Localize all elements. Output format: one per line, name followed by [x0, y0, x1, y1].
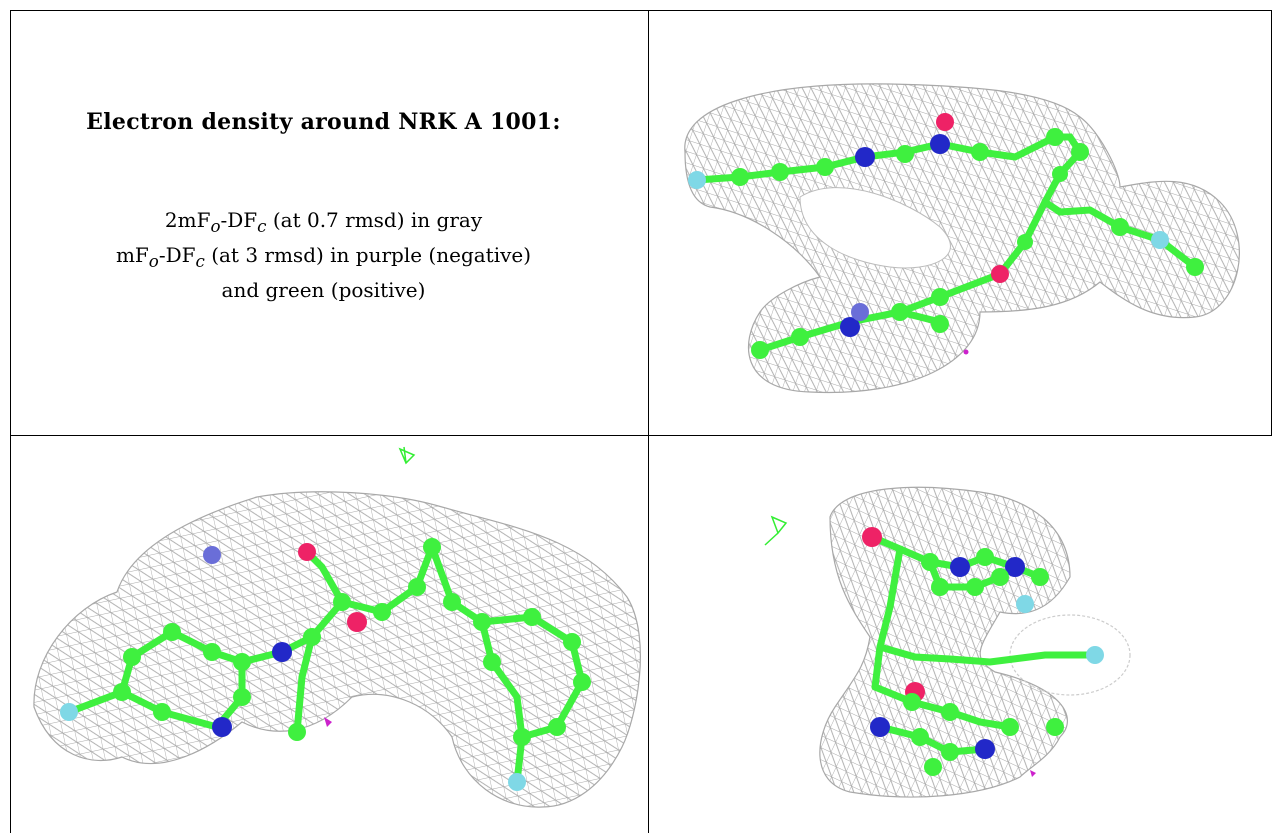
positive-density-marker [764, 515, 788, 546]
table-divider-center [648, 10, 649, 833]
positive-density-marker [398, 446, 416, 465]
figure-description: 2mFo-DFc (at 0.7 rmsd) in gray mFo-DFc (… [10, 206, 637, 305]
legend-line-colors: and green (positive) [221, 278, 426, 302]
negative-density-blob [963, 349, 969, 355]
legend-line-2mfo: 2mFo-DFc (at 0.7 rmsd) in gray [164, 208, 483, 236]
ligand-atoms [862, 527, 1104, 776]
caption-cell: Electron density around NRK A 1001: 2mFo… [10, 10, 637, 435]
density-view-top-right [650, 12, 1270, 434]
density-view-bottom-right [650, 437, 1270, 833]
molecule-render [764, 486, 1131, 798]
molecule-render [33, 446, 641, 808]
figure-title: Electron density around NRK A 1001: [86, 109, 561, 135]
table-divider-middle [10, 435, 1272, 436]
ligand-atoms [688, 113, 1204, 359]
table-border-right [1271, 10, 1272, 435]
table-border-top [10, 10, 1272, 11]
table-border-left [10, 10, 11, 833]
density-view-bottom-left [12, 437, 646, 833]
density-mesh [33, 491, 641, 808]
molecule-render [684, 83, 1240, 394]
ligand-atoms [60, 538, 591, 791]
negative-density-blob [1030, 770, 1036, 777]
negative-density-blob [324, 717, 332, 727]
legend-line-mfo: mFo-DFc (at 3 rmsd) in purple (negative) [115, 243, 532, 271]
